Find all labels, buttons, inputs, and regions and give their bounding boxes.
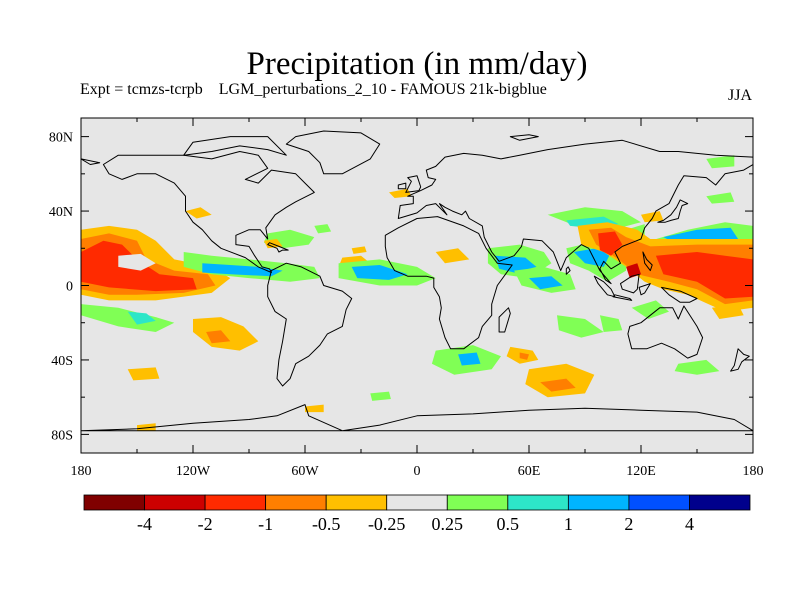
anomaly-region-45 — [351, 246, 367, 254]
coastline-5 — [627, 305, 704, 359]
x-tick-label-5: 120E — [626, 464, 656, 479]
colorbar-label-3: -0.5 — [312, 514, 341, 534]
anomaly-region-17 — [435, 248, 470, 264]
colorbar-label-9: 4 — [685, 514, 694, 534]
x-tick-label-2: 60W — [291, 464, 319, 479]
anomaly-region-53 — [631, 300, 669, 319]
anomaly-region-54 — [711, 304, 744, 319]
colorbar: -4 -2 -1 -0.5 -0.25 0.25 0.5 1 2 4 — [83, 494, 751, 534]
coastline-15 — [638, 283, 651, 296]
x-tick-label-6: 180 — [743, 464, 764, 479]
colorbar-label-1: -2 — [198, 514, 213, 534]
y-tick-label-0: 80N — [49, 131, 73, 146]
x-tick-label-3: 0 — [414, 464, 421, 479]
colorbar-swatch-8 — [567, 494, 630, 511]
axis-ticks: 180 120W 60W 0 60E 120E 180 80N 40N 0 40S 80S — [49, 118, 764, 479]
anomaly-region-30 — [127, 367, 160, 381]
anomaly-region-34 — [674, 359, 720, 375]
colorbar-label-6: 0.5 — [497, 514, 520, 534]
anomaly-region-23 — [599, 315, 623, 332]
colorbar-label-8: 2 — [624, 514, 633, 534]
colorbar-label-0: -4 — [137, 514, 152, 534]
anomaly-region-4 — [81, 304, 175, 332]
x-tick-label-0: 180 — [71, 464, 92, 479]
colorbar-swatch-5 — [386, 494, 448, 511]
coastline-10 — [498, 307, 511, 333]
coastline-19 — [183, 136, 287, 156]
colorbar-swatch-1 — [144, 494, 206, 511]
y-tick-label-4: 80S — [51, 428, 73, 443]
anomaly-region-6 — [193, 317, 259, 351]
x-tick-label-1: 120W — [176, 464, 211, 479]
anomaly-region-27 — [519, 352, 529, 360]
y-tick-label-1: 40N — [49, 205, 73, 220]
anomaly-region-31 — [370, 391, 391, 401]
anomaly-region-43 — [641, 211, 664, 223]
anomaly-region-50 — [598, 231, 623, 256]
anomaly-region-21 — [529, 276, 563, 290]
coastline-21 — [81, 158, 101, 165]
colorbar-label-7: 1 — [564, 514, 573, 534]
coastline-3 — [384, 216, 513, 350]
chart-subtitle-right: JJA — [727, 87, 752, 104]
coastline-14 — [661, 286, 698, 303]
colorbar-swatch-7 — [507, 494, 569, 511]
y-tick-label-2: 0 — [66, 280, 73, 295]
coastline-4 — [397, 139, 753, 285]
coastline-layer — [81, 130, 753, 432]
coastline-2 — [285, 130, 381, 175]
colorbar-swatch-2 — [204, 494, 267, 511]
colorbar-swatch-3 — [265, 494, 327, 511]
anomaly-region-7 — [206, 330, 231, 344]
chart-subtitle-left: Expt = tcmzs-tcrpb LGM_perturbations_2_1… — [80, 81, 547, 98]
anomaly-region-9 — [202, 263, 283, 277]
anomaly-region-13 — [185, 207, 212, 219]
coastline-12 — [612, 294, 633, 301]
coastline-22 — [509, 134, 539, 141]
anomaly-region-33 — [305, 404, 324, 413]
anomaly-region-44 — [706, 155, 735, 169]
coastline-16 — [642, 251, 653, 272]
coastline-17 — [730, 348, 750, 372]
coastline-20 — [565, 266, 571, 275]
x-tick-label-4: 60E — [518, 464, 541, 479]
coastline-6 — [405, 175, 422, 193]
coastline-9 — [657, 199, 689, 223]
anomaly-region-19 — [495, 255, 537, 273]
anomaly-region-51 — [655, 252, 753, 299]
anomaly-region-5 — [127, 311, 156, 325]
coastline-7 — [397, 182, 407, 190]
colorbar-swatch-0 — [83, 494, 145, 511]
colorbar-label-5: 0.25 — [432, 514, 464, 534]
coastline-13 — [620, 273, 640, 294]
anomaly-region-16 — [351, 265, 408, 280]
colorbar-label-4: -0.25 — [368, 514, 406, 534]
anomaly-region-12 — [314, 224, 332, 234]
y-tick-label-3: 40S — [51, 354, 73, 369]
anomaly-region-22 — [557, 315, 604, 338]
coastline-18 — [267, 242, 289, 253]
colorbar-swatch-4 — [325, 494, 388, 511]
coastline-8 — [81, 404, 753, 432]
colorbar-swatch-10 — [689, 494, 751, 511]
colorbar-swatch-6 — [446, 494, 509, 511]
chart-title: Precipitation (in mm/day) — [246, 46, 588, 82]
anomaly-region-42 — [389, 188, 412, 198]
anomaly-region-47 — [573, 248, 612, 267]
anomaly-region-40 — [706, 192, 735, 204]
colorbar-label-2: -1 — [258, 514, 273, 534]
anomaly-layer — [81, 155, 753, 431]
anomaly-region-29 — [540, 378, 576, 392]
coastline-0 — [102, 151, 315, 273]
coastline-1 — [267, 262, 353, 387]
colorbar-swatch-9 — [628, 494, 690, 511]
anomaly-region-25 — [458, 352, 481, 366]
anomaly-region-3 — [118, 253, 156, 271]
